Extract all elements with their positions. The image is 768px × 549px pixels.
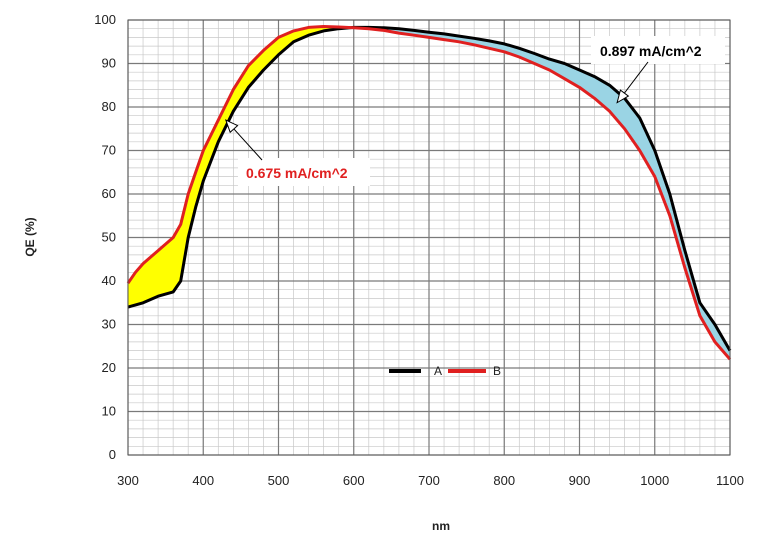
y-tick-label: 50 [102,230,116,245]
y-tick-label: 60 [102,186,116,201]
x-tick-label: 300 [117,473,139,488]
plot-frame [127,19,731,456]
x-tick-label: 400 [192,473,214,488]
y-axis-title: QE (%) [23,217,37,256]
x-axis-title: nm [432,519,450,533]
annotation-label: 0.675 mA/cm^2 [246,165,348,181]
legend-label-a: A [434,364,442,378]
y-tick-label: 70 [102,143,116,158]
annotation-blue-area: 0.897 mA/cm^2 [591,36,725,104]
y-tick-label: 40 [102,273,116,288]
y-tick-label: 80 [102,99,116,114]
y-tick-label: 0 [109,447,116,462]
annotation-box [238,158,370,186]
legend: A B [389,364,501,378]
x-tick-label: 700 [418,473,440,488]
x-tick-label: 800 [493,473,515,488]
y-tick-label: 30 [102,317,116,332]
y-tick-label: 100 [94,12,116,27]
series-line-b [126,25,732,361]
annotation-yellow-area: 0.675 mA/cm^2 [224,119,370,186]
annotation-label: 0.897 mA/cm^2 [600,43,702,59]
x-tick-label: 600 [343,473,365,488]
y-tick-label: 90 [102,56,116,71]
x-tick-label: 900 [569,473,591,488]
x-tick-label: 1000 [640,473,669,488]
x-tick-labels: 300 400 500 600 700 800 900 1000 1100 [117,473,744,488]
annotation-arrowhead [224,119,239,134]
x-tick-label: 500 [268,473,290,488]
annotation-arrowhead [616,89,630,104]
y-tick-labels: 0 10 20 30 40 50 60 70 80 90 100 [94,12,116,462]
y-tick-label: 20 [102,360,116,375]
x-tick-label: 1100 [716,473,744,488]
legend-label-b: B [493,364,501,378]
annotation-box [591,36,725,64]
y-tick-label: 10 [102,404,116,419]
